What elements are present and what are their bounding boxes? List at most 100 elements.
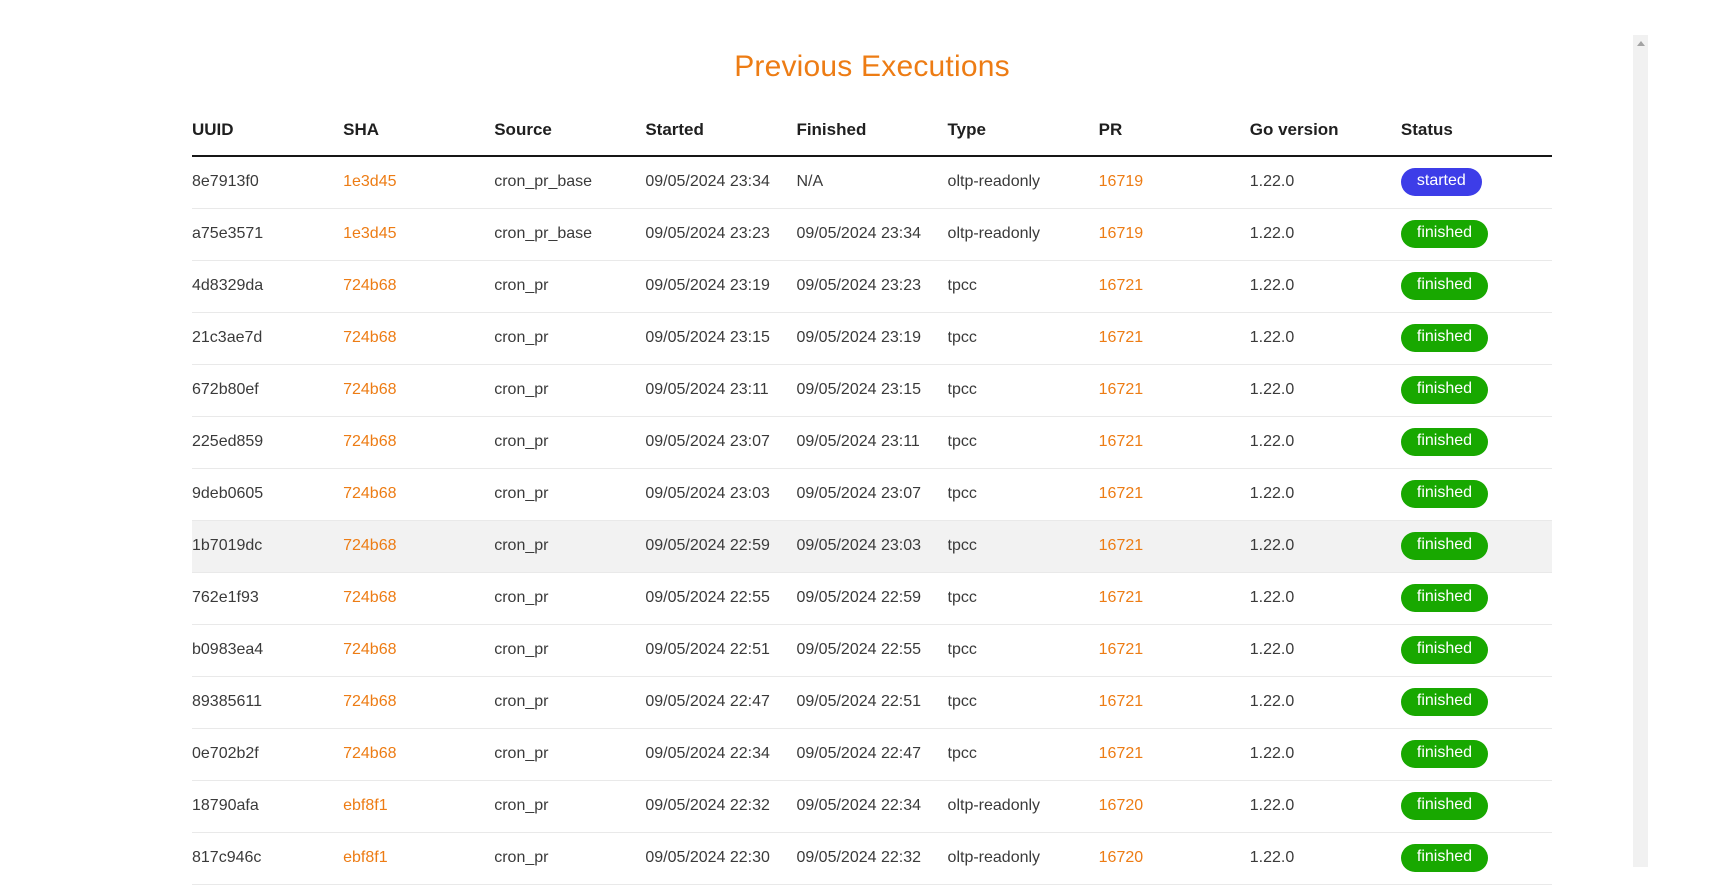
sha-cell: 724b68 xyxy=(343,364,495,417)
scroll-up-arrow-icon xyxy=(1636,41,1645,46)
started-value: 09/05/2024 23:07 xyxy=(645,433,770,450)
sha-link[interactable]: ebf8f1 xyxy=(343,797,388,814)
source-cell: cron_pr_base xyxy=(494,156,646,209)
pr-link[interactable]: 16721 xyxy=(1098,277,1144,294)
go-version-value: 1.22.0 xyxy=(1249,693,1295,710)
table-row[interactable]: 672b80ef 724b68 cron_pr 09/05/2024 23:11… xyxy=(192,364,1552,417)
sha-link[interactable]: 724b68 xyxy=(343,485,397,502)
pr-link[interactable]: 16721 xyxy=(1098,589,1144,606)
type-cell: tpcc xyxy=(947,728,1099,781)
column-header-type: Type xyxy=(947,102,1099,157)
table-row[interactable]: 225ed859 724b68 cron_pr 09/05/2024 23:07… xyxy=(192,416,1552,469)
source-cell: cron_pr xyxy=(494,260,646,313)
type-cell: tpcc xyxy=(947,676,1099,729)
pr-link[interactable]: 16721 xyxy=(1098,537,1144,554)
pr-link[interactable]: 16721 xyxy=(1098,329,1144,346)
source-value: cron_pr xyxy=(494,745,549,762)
table-row[interactable]: 9deb0605 724b68 cron_pr 09/05/2024 23:03… xyxy=(192,468,1552,521)
uuid-value: 18790afa xyxy=(192,797,259,814)
pr-link[interactable]: 16721 xyxy=(1098,693,1144,710)
pr-cell: 16721 xyxy=(1098,728,1250,781)
sha-link[interactable]: 724b68 xyxy=(343,589,397,606)
pr-link[interactable]: 16720 xyxy=(1098,797,1144,814)
type-value: oltp-readonly xyxy=(947,173,1041,191)
table-row[interactable]: 762e1f93 724b68 cron_pr 09/05/2024 22:55… xyxy=(192,572,1552,625)
pr-link[interactable]: 16721 xyxy=(1098,745,1144,762)
table-row[interactable]: 0e702b2f 724b68 cron_pr 09/05/2024 22:34… xyxy=(192,728,1552,781)
go-version-value: 1.22.0 xyxy=(1249,641,1295,658)
type-cell: oltp-readonly xyxy=(947,832,1099,885)
sha-link[interactable]: 724b68 xyxy=(343,277,397,294)
status-cell: finished xyxy=(1400,312,1552,365)
status-cell: finished xyxy=(1400,260,1552,313)
executions-table-body: 8e7913f0 1e3d45 cron_pr_base 09/05/2024 … xyxy=(192,156,1552,885)
source-value: cron_pr xyxy=(494,537,549,554)
finished-value: 09/05/2024 23:19 xyxy=(796,329,921,346)
sha-link[interactable]: 724b68 xyxy=(343,433,397,450)
sha-link[interactable]: 724b68 xyxy=(343,329,397,346)
previous-executions-panel: Previous Executions UUID SHA Source Star… xyxy=(192,0,1552,885)
sha-link[interactable]: 724b68 xyxy=(343,537,397,554)
started-cell: 09/05/2024 23:07 xyxy=(645,416,797,469)
scroll-up-button[interactable] xyxy=(1633,35,1648,52)
started-value: 09/05/2024 22:32 xyxy=(645,797,770,814)
started-value: 09/05/2024 22:51 xyxy=(645,641,770,658)
started-cell: 09/05/2024 22:55 xyxy=(645,572,797,625)
pr-link[interactable]: 16721 xyxy=(1098,485,1144,502)
sha-link[interactable]: 724b68 xyxy=(343,641,397,658)
vertical-scrollbar[interactable] xyxy=(1633,35,1648,867)
executions-table: UUID SHA Source Started Finished Type PR… xyxy=(192,102,1552,885)
finished-cell: 09/05/2024 22:47 xyxy=(796,728,948,781)
table-row[interactable]: 1b7019dc 724b68 cron_pr 09/05/2024 22:59… xyxy=(192,520,1552,573)
sha-cell: 1e3d45 xyxy=(343,156,495,209)
sha-link[interactable]: 1e3d45 xyxy=(343,225,397,242)
uuid-value: 8e7913f0 xyxy=(192,173,259,191)
type-value: oltp-readonly xyxy=(947,797,1041,814)
sha-link[interactable]: ebf8f1 xyxy=(343,849,388,866)
sha-cell: 724b68 xyxy=(343,676,495,729)
pr-link[interactable]: 16720 xyxy=(1098,849,1144,866)
go-version-value: 1.22.0 xyxy=(1249,381,1295,398)
type-cell: tpcc xyxy=(947,416,1099,469)
table-row[interactable]: b0983ea4 724b68 cron_pr 09/05/2024 22:51… xyxy=(192,624,1552,677)
source-cell: cron_pr_base xyxy=(494,208,646,261)
pr-link[interactable]: 16719 xyxy=(1098,225,1144,242)
go-version-cell: 1.22.0 xyxy=(1249,416,1401,469)
finished-value: 09/05/2024 23:34 xyxy=(796,225,921,242)
started-cell: 09/05/2024 22:30 xyxy=(645,832,797,885)
go-version-cell: 1.22.0 xyxy=(1249,208,1401,261)
sha-link[interactable]: 1e3d45 xyxy=(343,173,397,191)
sha-link[interactable]: 724b68 xyxy=(343,693,397,710)
go-version-cell: 1.22.0 xyxy=(1249,624,1401,677)
go-version-value: 1.22.0 xyxy=(1249,849,1295,866)
source-value: cron_pr xyxy=(494,277,549,294)
pr-link[interactable]: 16719 xyxy=(1098,173,1144,191)
table-row[interactable]: 18790afa ebf8f1 cron_pr 09/05/2024 22:32… xyxy=(192,780,1552,833)
go-version-cell: 1.22.0 xyxy=(1249,676,1401,729)
table-row[interactable]: 817c946c ebf8f1 cron_pr 09/05/2024 22:30… xyxy=(192,832,1552,885)
finished-cell: 09/05/2024 22:55 xyxy=(796,624,948,677)
pr-link[interactable]: 16721 xyxy=(1098,381,1144,398)
table-row[interactable]: 89385611 724b68 cron_pr 09/05/2024 22:47… xyxy=(192,676,1552,729)
type-cell: tpcc xyxy=(947,260,1099,313)
go-version-value: 1.22.0 xyxy=(1249,797,1295,814)
finished-value: 09/05/2024 23:23 xyxy=(796,277,921,294)
status-cell: finished xyxy=(1400,624,1552,677)
started-value: 09/05/2024 23:23 xyxy=(645,225,770,242)
sha-cell: 724b68 xyxy=(343,520,495,573)
started-value: 09/05/2024 23:15 xyxy=(645,329,770,346)
column-header-pr: PR xyxy=(1098,102,1250,157)
table-row[interactable]: 21c3ae7d 724b68 cron_pr 09/05/2024 23:15… xyxy=(192,312,1552,365)
source-value: cron_pr xyxy=(494,849,549,866)
pr-link[interactable]: 16721 xyxy=(1098,641,1144,658)
sha-link[interactable]: 724b68 xyxy=(343,381,397,398)
sha-link[interactable]: 724b68 xyxy=(343,745,397,762)
started-cell: 09/05/2024 23:15 xyxy=(645,312,797,365)
pr-link[interactable]: 16721 xyxy=(1098,433,1144,450)
type-value: tpcc xyxy=(947,329,977,346)
table-row[interactable]: 4d8329da 724b68 cron_pr 09/05/2024 23:19… xyxy=(192,260,1552,313)
type-cell: tpcc xyxy=(947,624,1099,677)
table-row[interactable]: 8e7913f0 1e3d45 cron_pr_base 09/05/2024 … xyxy=(192,156,1552,209)
type-value: tpcc xyxy=(947,433,977,450)
table-row[interactable]: a75e3571 1e3d45 cron_pr_base 09/05/2024 … xyxy=(192,208,1552,261)
